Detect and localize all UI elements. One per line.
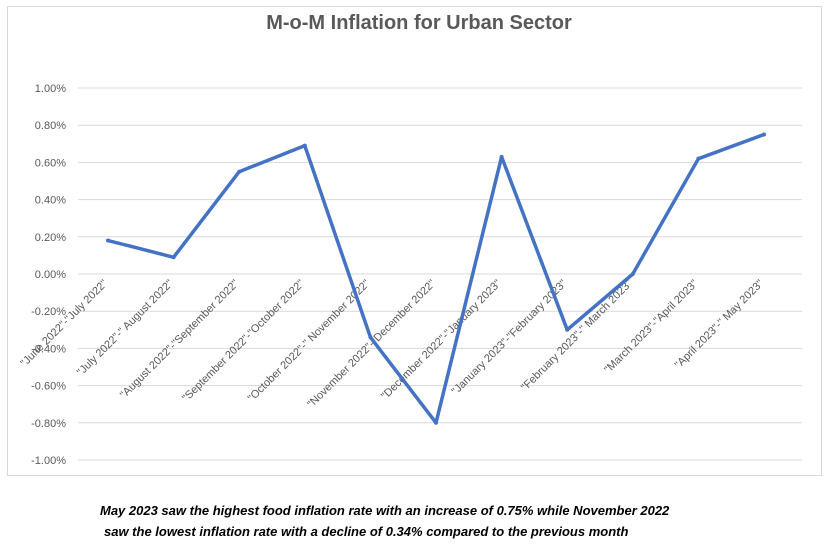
data-point — [565, 327, 570, 332]
y-tick-label: 0.20% — [35, 232, 66, 244]
chart-area — [7, 6, 822, 476]
y-tick-label: -0.40% — [31, 343, 66, 355]
y-tick-label: 1.00% — [35, 83, 66, 95]
y-tick-label: 0.60% — [35, 157, 66, 169]
data-point — [630, 272, 635, 276]
y-tick-label: -0.60% — [31, 381, 66, 393]
caption-line-2: saw the lowest inflation rate with a dec… — [104, 524, 629, 539]
y-tick-label: 0.00% — [35, 269, 66, 281]
data-point — [106, 238, 110, 243]
data-point — [171, 255, 176, 260]
y-tick-label: 0.80% — [35, 120, 66, 132]
y-tick-label: 0.40% — [35, 195, 66, 207]
chart-title: M-o-M Inflation for Urban Sector — [266, 12, 572, 34]
y-tick-label: -0.80% — [31, 418, 66, 430]
data-point — [762, 132, 766, 137]
caption-line-1: May 2023 saw the highest food inflation … — [100, 503, 670, 518]
line-chart: 1.00% 0.80% 0.60% 0.40% 0.20% 0.00% -0.20% -0.4… — [18, 83, 802, 467]
y-tick-label: -1.00% — [31, 455, 66, 467]
data-point — [499, 154, 504, 159]
data-point — [368, 335, 373, 340]
x-tick-label: "December 2022"-"January 2023" — [379, 278, 504, 403]
data-point — [237, 169, 242, 174]
x-tick-label: "August 2022"-"September 2022" — [118, 278, 241, 401]
data-point — [302, 143, 307, 148]
y-tick-label: -0.20% — [31, 306, 66, 318]
data-point — [434, 420, 438, 425]
data-point — [696, 156, 701, 161]
x-tick-label: "February 2023"-" March 2023" — [519, 278, 635, 394]
x-tick-label: "November 2022"-"December 2022" — [305, 278, 438, 411]
chart-caption: May 2023 saw the highest food inflation … — [100, 500, 800, 542]
